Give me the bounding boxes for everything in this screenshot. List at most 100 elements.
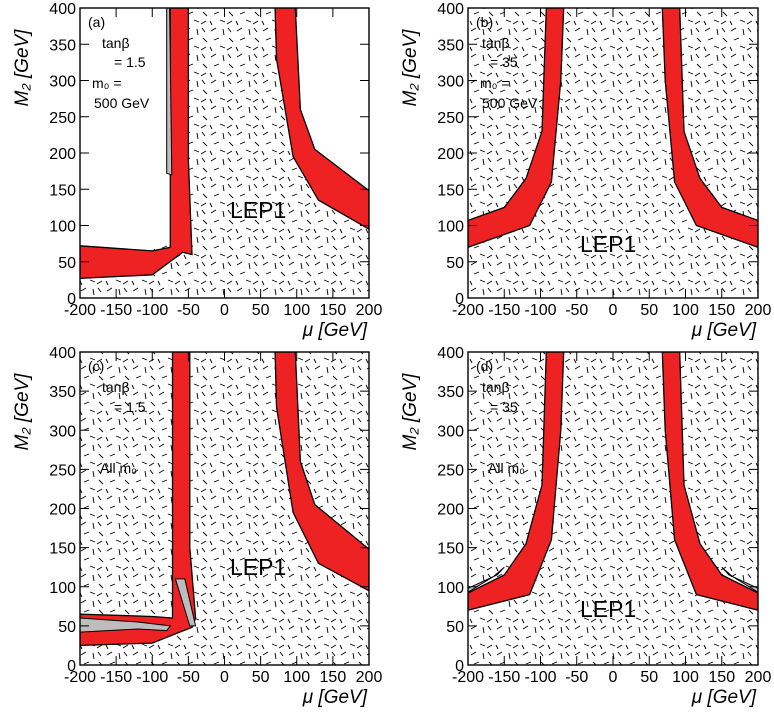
y-tick-label: 0 [455,658,464,675]
y-tick-label: 300 [49,74,76,91]
x-tick-label: 100 [283,302,310,319]
x-tick-label: -150 [100,669,132,686]
x-tick-label: 50 [640,669,658,686]
lep1-label: LEP1 [230,197,286,223]
lep1-excluded-region [468,352,758,665]
y-tick-label: 350 [49,37,76,54]
y-tick-label: 200 [437,502,464,519]
panel-b: -200 -150 -100 -50 0 50 100 150 200 0 50 100 150 200 2… [400,1,771,341]
x-tick-label: -150 [488,302,520,319]
x-tick-label: 50 [252,669,270,686]
red-band-2 [661,8,758,248]
y-axis-title: M₂ [GeV] [12,29,33,107]
red-band-1 [80,352,197,647]
x-tick-label: -50 [177,669,200,686]
y-tick-label: 400 [49,1,76,18]
y-tick-label: 0 [67,291,76,308]
x-tick-label: -100 [136,669,168,686]
panel-note-2: = 35 [490,54,518,70]
lep1-excluded-region [80,8,369,298]
y-tick-label: 250 [437,110,464,127]
x-tick-label: 0 [609,302,618,319]
panel-note-4: 500 GeV [94,95,150,111]
y-axis-title: M₂ [GeV] [400,29,421,107]
y-tick-label: 300 [437,74,464,91]
lep1-label: LEP1 [230,554,286,580]
x-tick-label: -50 [177,302,200,319]
x-tick-label: -100 [136,302,168,319]
panel-note-1: tanβ [102,379,130,395]
panel-d: -200 -150 -100 -50 0 50 100 150 200 0 50 100 150 200 2… [400,345,771,708]
y-tick-label: 300 [49,423,76,440]
red-band-1 [468,8,565,248]
x-tick-label: 100 [672,669,699,686]
y-tick-label: 0 [67,658,76,675]
panel-note-2: = 1.5 [114,399,146,415]
y-tick-label: 150 [49,182,76,199]
y-tick-label: 200 [49,146,76,163]
x-tick-label: -100 [524,669,556,686]
x-tick-label: -50 [565,669,588,686]
x-tick-label: 200 [356,669,383,686]
panel-note-3: All m₀ [100,460,137,476]
x-tick-label: -100 [524,302,556,319]
x-tick-label: -150 [488,669,520,686]
x-tick-label: 0 [220,669,229,686]
panel-note-3: All m₀ [488,460,525,476]
panel-c: -200 -150 -100 -50 0 50 100 150 200 0 50 100 150 200 2… [12,345,382,708]
x-axis-title: μ [GeV] [691,687,757,708]
x-tick-label: -200 [452,302,484,319]
panel-note-3: m₀ = [92,75,122,91]
x-axis-title: μ [GeV] [302,320,368,341]
x-tick-label: -150 [100,302,132,319]
x-tick-label: 200 [356,302,383,319]
grey-region-2 [174,578,197,627]
grey-region-1 [166,8,173,176]
x-tick-label: -200 [452,669,484,686]
x-tick-label: -200 [64,669,96,686]
lep1-excluded-region [468,8,758,298]
panel-label: (b) [476,14,493,30]
x-tick-label: 100 [283,669,310,686]
y-tick-label: 400 [49,345,76,362]
lep1-excluded-region [80,352,369,665]
x-tick-label: 50 [640,302,658,319]
grey-region-1 [80,617,172,633]
x-tick-label: 150 [708,302,735,319]
x-tick-label: 200 [745,302,772,319]
x-tick-label: 200 [745,669,772,686]
panel-note-2: = 35 [490,399,518,415]
y-tick-label: 100 [437,580,464,597]
grey-region-2 [721,566,758,593]
y-tick-label: 100 [49,580,76,597]
x-tick-label: 100 [672,302,699,319]
panel-label: (d) [476,358,493,374]
panel-note-4: 500 GeV [482,95,538,111]
x-tick-label: 150 [320,669,347,686]
lep1-label: LEP1 [580,596,636,622]
panel-note-2: = 1.5 [114,54,146,70]
y-tick-label: 250 [49,110,76,127]
red-band-2 [661,352,758,611]
grey-region-1 [468,566,505,593]
y-axis-title: M₂ [GeV] [400,373,421,451]
y-tick-label: 300 [437,423,464,440]
panel-label: (a) [88,14,105,30]
y-tick-label: 150 [49,541,76,558]
x-tick-label: -200 [64,302,96,319]
x-axis-title: μ [GeV] [691,320,757,341]
y-tick-label: 350 [437,384,464,401]
panel-note-3: m₀ = [480,75,510,91]
x-axis-title: μ [GeV] [302,687,368,708]
panel-a: -200 -150 -100 -50 0 50 100 150 200 0 50 100 150 200 2… [12,1,382,341]
x-tick-label: 0 [609,669,618,686]
y-tick-label: 50 [446,619,464,636]
x-tick-label: 0 [220,302,229,319]
y-tick-label: 200 [437,146,464,163]
y-axis-title: M₂ [GeV] [12,373,33,451]
lep1-label: LEP1 [580,231,636,257]
red-band-2 [274,352,369,592]
panel-label: (c) [88,358,104,374]
y-tick-label: 50 [58,255,76,272]
